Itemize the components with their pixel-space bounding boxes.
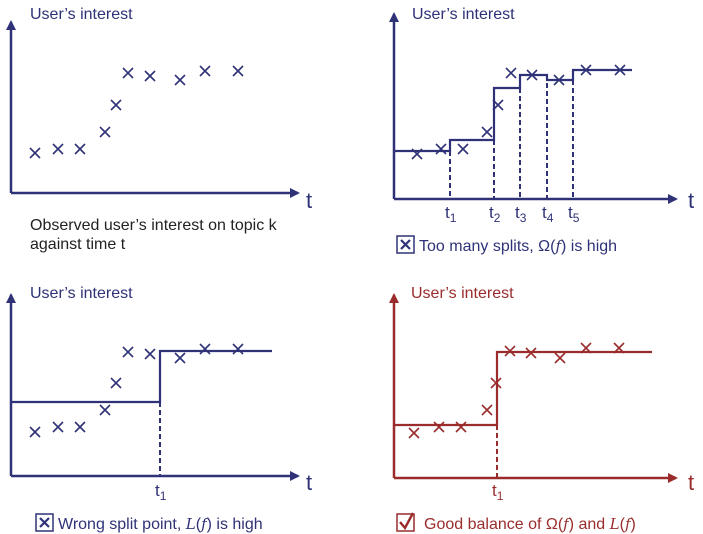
data-point-marker	[411, 148, 423, 160]
panel-observed: User’s interest t Observed user’s intere…	[30, 6, 312, 253]
data-point-marker	[52, 143, 64, 155]
y-axis-label: User’s interest	[30, 6, 133, 23]
data-point-marker	[580, 64, 592, 76]
data-point-marker	[99, 404, 111, 416]
step-function-line	[394, 68, 632, 153]
y-axis-label: User’s interest	[30, 285, 133, 302]
caption: Good balance of Ω(f) and L(f)	[396, 512, 636, 533]
step-function-line	[11, 349, 272, 404]
data-point-marker	[174, 74, 186, 86]
data-point-marker	[492, 99, 504, 111]
data-point-marker	[435, 143, 447, 155]
data-point-marker	[481, 126, 493, 138]
data-point-marker	[29, 426, 41, 438]
y-axis-label: User’s interest	[412, 6, 515, 23]
x-axis-label: t	[688, 470, 694, 495]
caption-line-2: against time t	[30, 236, 126, 253]
data-point-marker	[110, 99, 122, 111]
split-label: t2	[489, 203, 501, 225]
caption: Too many splits, Ω(f) is high	[396, 235, 617, 255]
data-point-marker	[199, 65, 211, 77]
cross-box-icon	[35, 513, 54, 532]
data-point-marker	[110, 377, 122, 389]
caption: Wrong split point, L(f) is high	[35, 513, 263, 533]
svg-text:Good balance of Ω(f) and L(f): Good balance of Ω(f) and L(f)	[424, 515, 636, 533]
step-function-line	[394, 350, 652, 427]
data-point-marker	[614, 64, 626, 76]
data-point-marker	[29, 147, 41, 159]
split-labels: t1	[155, 481, 167, 503]
cross-box-icon	[396, 235, 415, 254]
split-label: t1	[445, 203, 457, 225]
data-point-marker	[199, 343, 211, 355]
data-point-marker	[613, 342, 625, 354]
data-point-marker	[433, 421, 445, 433]
y-axis-label: User’s interest	[411, 285, 514, 302]
data-point-marker	[122, 67, 134, 79]
data-point-marker	[99, 126, 111, 138]
data-point-marker	[232, 343, 244, 355]
data-point-marker	[580, 342, 592, 354]
data-point-marker	[457, 143, 469, 155]
data-point-marker	[74, 421, 86, 433]
data-point-marker	[490, 377, 502, 389]
split-labels: t1	[492, 481, 504, 503]
data-point-marker	[526, 69, 538, 81]
data-point-marker	[122, 346, 134, 358]
panel-too-many-splits: User’s interest t t1 t2 t3 t4 t5 Too many sp…	[396, 6, 694, 255]
x-axis-label: t	[688, 188, 694, 213]
data-point-marker	[505, 67, 517, 79]
check-box-icon	[396, 512, 415, 532]
data-point-marker	[144, 348, 156, 360]
data-point-marker	[74, 143, 86, 155]
panel-wrong-split: User’s interest t t1 Wrong split point, …	[30, 285, 312, 533]
panel-good-balance: User’s interest t t1 Good balance of Ω(f…	[396, 285, 694, 533]
svg-text:Wrong split point, L(f) is hig: Wrong split point, L(f) is high	[58, 515, 263, 533]
x-axis-label: t	[306, 188, 312, 213]
split-label: t4	[542, 203, 554, 225]
data-point-marker	[553, 74, 565, 86]
x-axis-label: t	[306, 470, 312, 495]
data-point-marker	[481, 404, 493, 416]
svg-text:Too many splits, Ω(f) is high: Too many splits, Ω(f) is high	[419, 237, 617, 255]
split-label: t3	[515, 203, 527, 225]
split-labels: t1 t2 t3 t4 t5	[445, 203, 580, 225]
data-point-marker	[554, 352, 566, 364]
data-point-marker	[52, 421, 64, 433]
data-point-marker	[174, 352, 186, 364]
data-point-marker	[232, 65, 244, 77]
data-point-marker	[525, 347, 537, 359]
caption-line-1: Observed user’s interest on topic k	[30, 217, 278, 234]
split-label: t1	[155, 481, 167, 503]
data-point-marker	[144, 70, 156, 82]
data-point-marker	[408, 427, 420, 439]
split-label: t5	[568, 203, 580, 225]
data-point-marker	[504, 345, 516, 357]
split-label: t1	[492, 481, 504, 503]
data-point-marker	[455, 421, 467, 433]
